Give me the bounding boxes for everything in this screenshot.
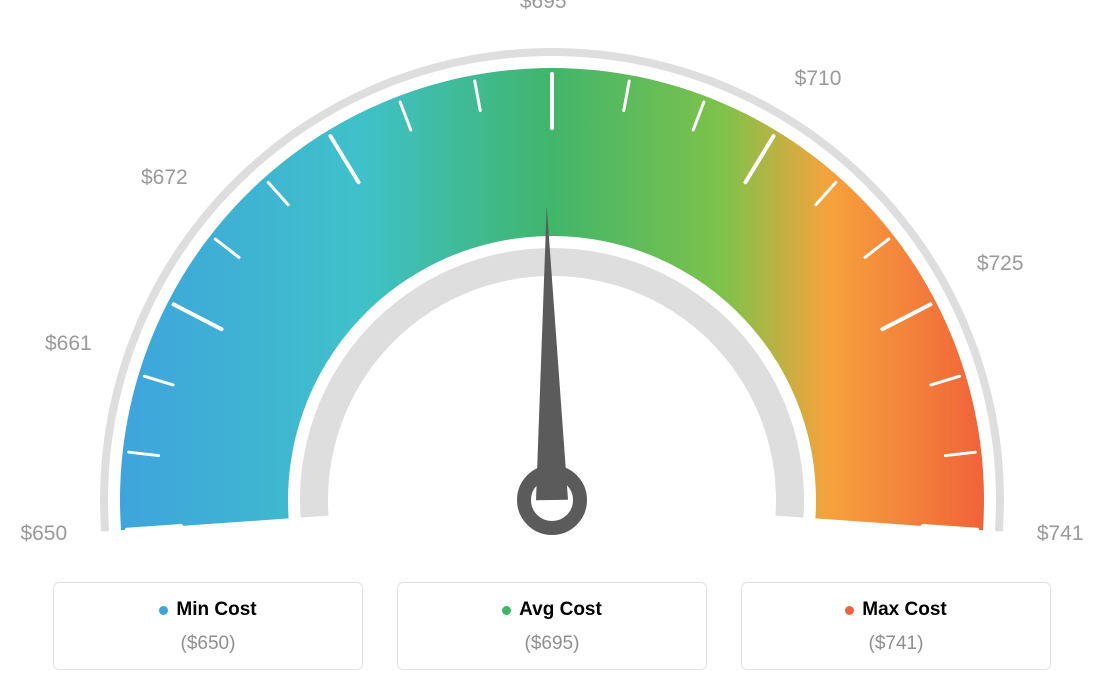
legend-row: Min Cost ($650) Avg Cost ($695) Max Cost…: [0, 582, 1104, 670]
legend-label: Avg Cost: [519, 599, 602, 621]
legend-value: ($695): [408, 633, 696, 655]
legend-title-max: Max Cost: [845, 599, 946, 621]
cost-gauge: $650 $661 $672 $695 $710 $725 $741: [0, 0, 1104, 560]
gauge-tick-label: $650: [20, 522, 67, 546]
dot-icon: [159, 606, 168, 615]
gauge-svg: [0, 0, 1104, 560]
legend-title-min: Min Cost: [159, 599, 256, 621]
gauge-tick-label: $672: [141, 166, 188, 190]
legend-value: ($650): [64, 633, 352, 655]
legend-card-min: Min Cost ($650): [53, 582, 363, 670]
legend-card-avg: Avg Cost ($695): [397, 582, 707, 670]
dot-icon: [502, 606, 511, 615]
gauge-tick-label: $725: [977, 252, 1024, 276]
gauge-tick-label: $741: [1037, 522, 1084, 546]
dot-icon: [845, 606, 854, 615]
legend-card-max: Max Cost ($741): [741, 582, 1051, 670]
gauge-tick-label: $710: [795, 67, 842, 91]
gauge-tick-label: $661: [45, 332, 92, 356]
legend-label: Min Cost: [176, 599, 256, 621]
legend-value: ($741): [752, 633, 1040, 655]
gauge-tick-label: $695: [520, 0, 567, 14]
legend-title-avg: Avg Cost: [502, 599, 602, 621]
legend-label: Max Cost: [862, 599, 946, 621]
